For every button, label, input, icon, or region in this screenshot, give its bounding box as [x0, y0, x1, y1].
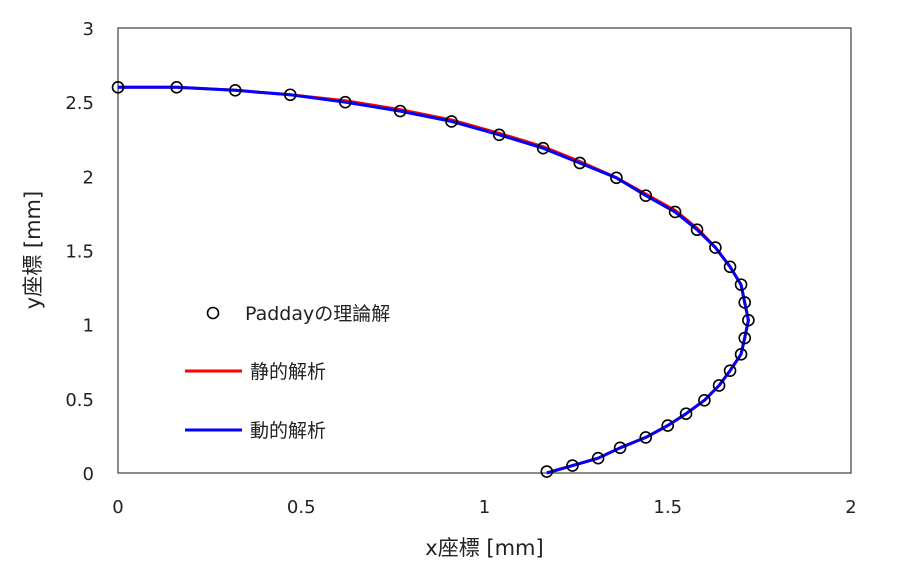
- x-tick-label: 2: [845, 497, 856, 518]
- y-axis-title: y座標 [mm]: [21, 191, 45, 309]
- data-point: [661, 419, 675, 432]
- y-axis: 0 0.5 1 1.5 2 2.5 3: [65, 19, 94, 485]
- x-axis-title: x座標 [mm]: [425, 536, 543, 560]
- y-tick-label: 0: [83, 464, 94, 485]
- y-tick-label: 0.5: [65, 390, 94, 411]
- data-point: [690, 223, 704, 237]
- data-point: [566, 459, 579, 472]
- series-points: [111, 81, 755, 478]
- data-point: [610, 171, 623, 185]
- y-tick-label: 3: [83, 19, 94, 40]
- data-point: [639, 189, 653, 202]
- data-point: [591, 451, 605, 465]
- series-line-2: [118, 85, 750, 475]
- data-point: [668, 205, 682, 219]
- data-point: [723, 260, 737, 274]
- legend-label-static: 静的解析: [250, 361, 326, 383]
- data-point: [723, 364, 737, 377]
- y-tick-label: 2: [83, 167, 94, 188]
- data-point: [712, 379, 726, 392]
- plot-area: [117, 27, 852, 474]
- data-point: [738, 331, 752, 345]
- data-point: [734, 278, 748, 291]
- data-point: [573, 156, 587, 170]
- data-point: [734, 348, 748, 361]
- x-tick-label: 1.5: [653, 497, 682, 518]
- data-point: [709, 241, 722, 254]
- data-point: [536, 141, 550, 155]
- x-axis: 0 0.5 1 1.5 2: [112, 497, 856, 518]
- y-tick-label: 1.5: [65, 242, 94, 263]
- x-tick-label: 1: [479, 497, 490, 518]
- x-tick-label: 0: [112, 497, 123, 518]
- data-point: [283, 88, 297, 102]
- series-lines: [118, 85, 750, 475]
- data-point: [228, 84, 242, 97]
- y-tick-label: 1: [83, 316, 94, 337]
- data-point: [613, 441, 627, 455]
- data-point: [679, 407, 693, 420]
- legend: Paddayの理論解 静的解析 動的解析: [185, 303, 390, 442]
- data-point: [338, 95, 352, 109]
- data-point: [540, 465, 554, 478]
- y-tick-label: 2.5: [65, 93, 94, 114]
- legend-label-padday: Paddayの理論解: [245, 303, 390, 325]
- x-tick-label: 0.5: [287, 497, 316, 518]
- data-point: [738, 296, 752, 309]
- data-point: [698, 394, 711, 407]
- data-point: [445, 115, 458, 128]
- data-point: [492, 128, 506, 142]
- legend-label-dynamic: 動的解析: [250, 420, 326, 442]
- data-point: [111, 81, 125, 94]
- data-point: [742, 313, 755, 327]
- data-point: [393, 104, 407, 118]
- data-point: [170, 81, 183, 94]
- legend-marker-padday: [206, 306, 220, 320]
- data-point: [639, 431, 653, 444]
